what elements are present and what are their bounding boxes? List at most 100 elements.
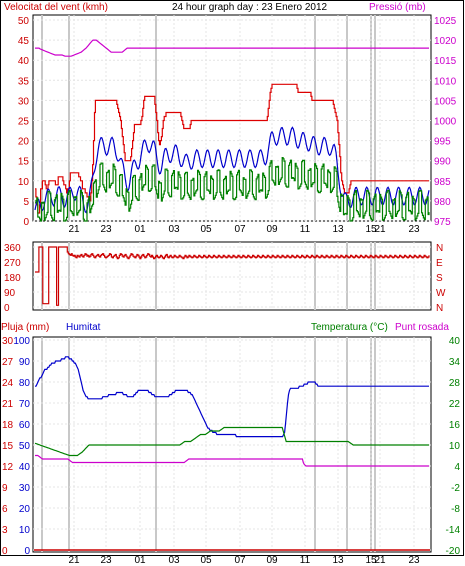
temperature-tick-label: -2 — [451, 483, 460, 494]
pressure-tick-label: 1005 — [434, 96, 457, 107]
wind-gust-line — [35, 83, 429, 214]
x-tick-label: 21 — [374, 555, 386, 566]
rain-tick-label: 12 — [2, 462, 14, 473]
pressure-tick-label: 995 — [434, 137, 451, 148]
compass-tick-label: N — [436, 243, 443, 254]
direction-tick-label: 0 — [4, 303, 10, 314]
pressure-tick-label: 1000 — [434, 117, 457, 128]
temperature-tick-label: 34 — [449, 357, 461, 368]
rain-axis-title: Pluja (mm) — [1, 322, 49, 333]
x-tick-label: 21 — [374, 224, 386, 235]
panel-direction-frame — [32, 241, 432, 311]
wind-tick-label: 5 — [23, 197, 29, 208]
x-tick-label: 09 — [266, 224, 278, 235]
humidity-tick-label: 40 — [19, 462, 31, 473]
humidity-tick-label: 30 — [19, 483, 31, 494]
x-tick-label: 05 — [200, 555, 212, 566]
temperature-tick-label: -14 — [446, 525, 461, 536]
x-tick-label: 11 — [300, 224, 311, 235]
x-tick-label: 09 — [266, 555, 278, 566]
panel-wind-frame — [32, 14, 432, 222]
rain-tick-label: 6 — [2, 504, 8, 515]
x-tick-label: 07 — [234, 224, 246, 235]
humidity-tick-label: 70 — [19, 399, 31, 410]
x-tick-label: 23 — [408, 555, 420, 566]
pressure-tick-label: 1025 — [434, 16, 457, 27]
dew-point-axis-title: Punt rosada — [395, 322, 449, 333]
rain-tick-label: 27 — [2, 357, 14, 368]
pressure-tick-label: 985 — [434, 177, 451, 188]
wind-low-line — [35, 157, 430, 222]
x-tick-label: 13 — [332, 555, 344, 566]
pressure-tick-label: 1015 — [434, 56, 457, 67]
pressure-tick-label: 990 — [434, 157, 451, 168]
panel-climate-series — [34, 356, 430, 551]
wind-tick-label: 50 — [18, 16, 30, 27]
x-tick-label: 21 — [68, 224, 80, 235]
temperature-tick-label: 4 — [454, 462, 460, 473]
wind-tick-label: 0 — [23, 217, 29, 228]
x-tick-label: 15 — [365, 555, 377, 566]
compass-tick-label: W — [436, 288, 446, 299]
wind-direction-line — [35, 246, 430, 306]
rain-tick-label: 15 — [2, 441, 14, 452]
direction-tick-label: 90 — [4, 288, 16, 299]
temperature-tick-label: 22 — [449, 399, 461, 410]
rain-tick-label: 9 — [2, 483, 8, 494]
temperature-tick-label: -20 — [446, 546, 461, 557]
wind-tick-label: 30 — [18, 96, 30, 107]
rain-tick-label: 30 — [2, 336, 14, 347]
humidity-tick-label: 60 — [19, 420, 31, 431]
pressure-axis-title: Pressió (mb) — [369, 2, 426, 13]
rain-tick-label: 18 — [2, 420, 14, 431]
humidity-tick-label: 50 — [19, 441, 31, 452]
humidity-tick-label: 80 — [19, 378, 31, 389]
temperature-y-axis: -20 -14 -8 -2 4 10 16 22 28 34 40 — [446, 336, 461, 557]
wind-tick-label: 15 — [18, 157, 30, 168]
rain-y-axis: 0 3 6 9 12 15 18 21 24 27 30 — [2, 336, 14, 557]
direction-y-axis: 0 90 180 270 360 — [4, 243, 21, 314]
wind-tick-label: 40 — [18, 56, 30, 67]
pressure-tick-label: 975 — [434, 217, 451, 228]
temperature-tick-label: 10 — [449, 441, 461, 452]
compass-tick-label: E — [436, 258, 443, 269]
direction-tick-label: 270 — [4, 258, 21, 269]
rain-tick-label: 24 — [2, 378, 14, 389]
humidity-axis-title: Humitat — [66, 322, 101, 333]
wind-tick-label: 25 — [18, 117, 30, 128]
compass-tick-label: N — [436, 303, 443, 314]
direction-tick-label: 360 — [4, 243, 21, 254]
x-tick-label: 15 — [365, 224, 377, 235]
x-tick-label: 11 — [300, 555, 311, 566]
x-tick-label: 23 — [100, 224, 112, 235]
wind-axis-title: Velocitat del vent (kmh) — [4, 2, 108, 13]
rain-tick-label: 21 — [2, 399, 14, 410]
wind-tick-label: 35 — [18, 76, 30, 87]
x-tick-label: 03 — [168, 224, 180, 235]
rain-tick-label: 3 — [2, 525, 8, 536]
humidity-tick-label: 0 — [24, 546, 30, 557]
rain-tick-label: 0 — [2, 546, 8, 557]
wind-tick-label: 45 — [18, 36, 30, 47]
temperature-axis-title: Temperatura (°C) — [311, 322, 388, 333]
wind-y-axis: 0 5 10 15 20 25 30 35 40 45 50 — [18, 16, 30, 228]
x-tick-label: 13 — [332, 224, 344, 235]
pressure-tick-label: 1020 — [434, 36, 457, 47]
wind-tick-label: 10 — [18, 177, 30, 188]
x-tick-label: 07 — [234, 555, 246, 566]
temperature-tick-label: 28 — [449, 378, 461, 389]
pressure-tick-label: 980 — [434, 197, 451, 208]
humidity-tick-label: 20 — [19, 504, 31, 515]
x-tick-label: 21 — [68, 555, 80, 566]
temperature-line — [34, 426, 429, 457]
temperature-tick-label: 16 — [449, 420, 461, 431]
pressure-y-axis: 975 980 985 990 995 1000 1005 1010 1015 1020 1025 — [434, 16, 457, 228]
pressure-line — [35, 39, 429, 57]
temperature-tick-label: -8 — [451, 504, 460, 515]
panel-direction-series — [35, 246, 430, 306]
